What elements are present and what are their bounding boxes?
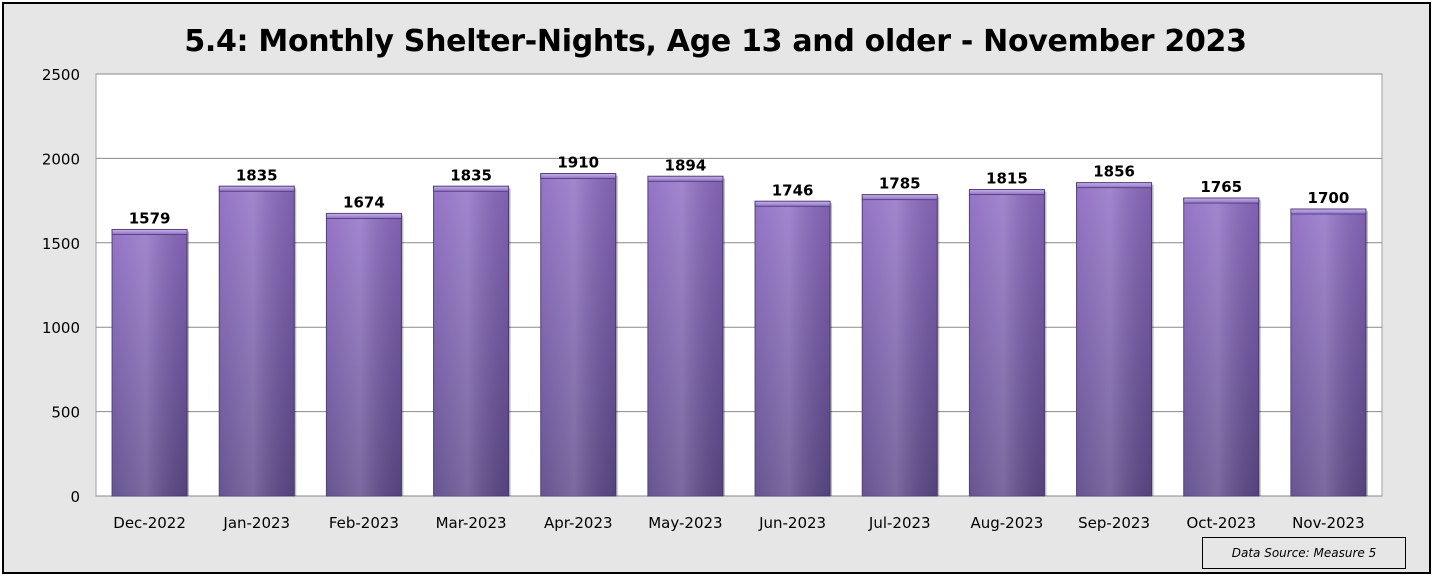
bar-cap xyxy=(218,185,295,192)
bar-value-label: 1910 xyxy=(557,154,599,172)
bar-value-label: 1835 xyxy=(450,166,492,184)
y-tick-label: 2000 xyxy=(42,150,80,168)
bar-sheen xyxy=(326,213,402,496)
bar-sheen xyxy=(219,186,295,496)
x-tick-label: Mar-2023 xyxy=(436,514,507,532)
x-tick-label: Jan-2023 xyxy=(222,514,290,532)
x-tick-label: Jun-2023 xyxy=(758,514,826,532)
bar-value-label: 1765 xyxy=(1200,178,1242,196)
y-tick-label: 1500 xyxy=(42,235,80,253)
y-tick-label: 500 xyxy=(51,404,80,422)
bar-cap xyxy=(326,213,402,219)
x-tick-label: Sep-2023 xyxy=(1078,514,1150,532)
bar-sheen xyxy=(755,201,831,496)
data-source-note: Data Source: Measure 5 xyxy=(1202,537,1406,569)
x-tick-label: Jul-2023 xyxy=(868,514,931,532)
bar-cap xyxy=(1290,208,1367,215)
bar-cap xyxy=(1183,197,1260,204)
bar-sheen xyxy=(433,186,509,496)
bar-cap xyxy=(1076,182,1152,189)
bar-value-label: 1815 xyxy=(986,170,1028,188)
bar-value-label: 1785 xyxy=(879,175,921,193)
bar-cap xyxy=(861,194,938,201)
bar-value-label: 1746 xyxy=(772,181,814,199)
bar-sheen xyxy=(1290,209,1366,497)
y-tick-label: 0 xyxy=(70,488,80,506)
bar-sheen xyxy=(969,189,1045,497)
bar-cap xyxy=(969,189,1045,196)
bar-value-label: 1835 xyxy=(236,166,278,184)
x-tick-label: Aug-2023 xyxy=(970,514,1043,532)
bar-sheen xyxy=(647,176,723,497)
bar-sheen xyxy=(1076,182,1152,496)
chart-title: 5.4: Monthly Shelter-Nights, Age 13 and … xyxy=(184,24,1247,59)
bar-value-label: 1579 xyxy=(129,209,171,227)
bar-sheen xyxy=(112,229,188,497)
bar-sheen xyxy=(1183,198,1259,496)
x-tick-label: May-2023 xyxy=(648,514,722,532)
bar-value-label: 1856 xyxy=(1093,163,1135,181)
x-tick-label: Nov-2023 xyxy=(1292,514,1364,532)
bar-cap xyxy=(433,185,509,192)
y-tick-label: 2500 xyxy=(42,66,80,84)
bar-cap xyxy=(647,175,724,182)
x-tick-label: Feb-2023 xyxy=(329,514,399,532)
bar-cap xyxy=(111,229,188,235)
x-tick-label: Oct-2023 xyxy=(1186,514,1256,532)
bar-value-label: 1894 xyxy=(665,156,707,174)
bar-cap xyxy=(540,173,617,179)
bar-cap xyxy=(754,200,831,207)
bar-value-label: 1700 xyxy=(1308,189,1350,207)
bar-value-label: 1674 xyxy=(343,193,385,211)
y-tick-label: 1000 xyxy=(42,319,80,337)
bar-sheen xyxy=(540,173,616,497)
bar-sheen xyxy=(862,194,938,496)
x-tick-label: Dec-2022 xyxy=(113,514,186,532)
x-tick-label: Apr-2023 xyxy=(544,514,613,532)
